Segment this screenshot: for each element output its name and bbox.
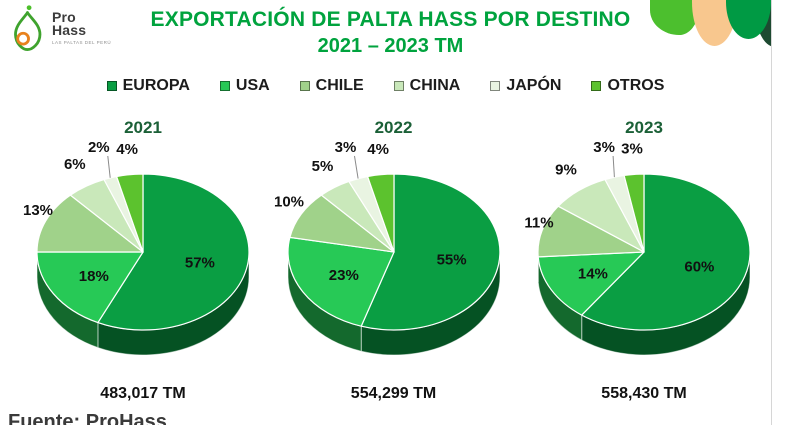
pie-percentage-label: 14% — [578, 266, 608, 283]
pie-percentage-label: 4% — [116, 141, 138, 158]
total-2022: 554,299 TM — [350, 385, 437, 402]
legend-swatch-usa — [219, 81, 230, 91]
page-title: EXPORTACIÓN DE PALTA HASS POR DESTINO 20… — [125, 8, 656, 58]
slide: Pro Hass LAS PALTAS DEL PERÚ EXPORTACIÓN… — [0, 0, 772, 425]
legend-label-usa: USA — [235, 77, 270, 94]
pie-slice — [537, 251, 645, 316]
pie-percentage-label: 10% — [273, 193, 303, 210]
pie-slice — [36, 194, 144, 253]
pie-percentage-label: 18% — [79, 268, 109, 285]
pie-charts-row: 2021 57% 18% 13% 6% 2% 4% 483,017 TM 2022 55%… — [20, 118, 767, 403]
legend-swatch-japon — [490, 81, 501, 91]
pie-percentage-label: 4% — [367, 141, 389, 158]
legend-label-chile: CHILE — [315, 77, 364, 94]
legend-item-china: CHINA — [393, 77, 461, 95]
legend-swatch-europa — [106, 81, 117, 91]
brand-text: Pro Hass LAS PALTAS DEL PERÚ — [52, 9, 112, 45]
pie-percentage-label: 3% — [334, 140, 356, 156]
avocado-leaf-dot — [26, 5, 32, 11]
pie-percentage-label: 57% — [185, 254, 215, 271]
legend-swatch-otros — [591, 81, 602, 91]
legend-item-japon: JAPÓN — [490, 77, 561, 95]
label-leader-line — [107, 155, 111, 178]
pie-slice — [36, 251, 144, 324]
pie-2021: 57% 18% 13% 6%2% 4% — [23, 139, 250, 356]
brand-line-2: Hass — [52, 22, 87, 38]
pie-percentage-label: 9% — [555, 162, 577, 179]
avocado-pit — [16, 31, 30, 46]
total-2021: 483,017 TM — [100, 385, 186, 402]
pie-percentage-label: 2% — [88, 140, 110, 156]
pie-chart-2023: 2023 60% 14% 11% 9% 3% 3% 558,430 TM — [521, 118, 767, 403]
label-leader-line — [612, 155, 615, 178]
pie-percentage-label: 13% — [23, 202, 53, 219]
total-2023: 558,430 TM — [601, 385, 687, 402]
pie-slice — [360, 173, 500, 331]
pie-percentage-label: 11% — [524, 214, 553, 231]
pie-percentage-label: 55% — [436, 252, 466, 269]
year-label-2022: 2022 — [374, 118, 413, 137]
label-leader-line — [353, 155, 359, 179]
legend-swatch-chile — [299, 81, 310, 91]
avocado-icon — [14, 5, 42, 51]
pie-2022: 55% 23% 10% 5%3% 4% — [273, 139, 500, 356]
pie-slice — [286, 236, 395, 327]
year-label-2023: 2023 — [625, 118, 663, 137]
legend-item-europa: EUROPA — [106, 77, 190, 95]
pie-slice — [116, 173, 144, 253]
pie-slice — [623, 173, 645, 253]
pie-percentage-label: 23% — [328, 267, 358, 284]
legend-label-china: CHINA — [409, 77, 461, 94]
chart-legend: EUROPA USA CHILE CHINA JAPÓN OTROS — [0, 77, 771, 95]
legend-swatch-china — [393, 81, 404, 91]
legend-item-otros: OTROS — [591, 77, 664, 95]
avocado-outline — [14, 11, 42, 51]
pie-percentage-label: 3% — [621, 141, 643, 158]
pie-slice — [537, 205, 645, 258]
year-label-2021: 2021 — [124, 118, 162, 137]
pie-slice — [366, 173, 395, 253]
pie-chart-2021: 2021 57% 18% 13% 6% 2% 4% 483,017 TM — [20, 118, 266, 403]
brand-tagline: LAS PALTAS DEL PERÚ — [52, 40, 112, 45]
source-note: Fuente: ProHass — [8, 411, 167, 425]
legend-label-europa: EUROPA — [122, 77, 190, 94]
pie-percentage-label: 5% — [311, 158, 333, 175]
pie-percentage-label: 6% — [64, 156, 86, 173]
pie-2023: 60% 14% 11% 9% 3% 3% — [524, 139, 751, 356]
legend-item-usa: USA — [219, 77, 270, 95]
title-line-2: 2021 – 2023 TM — [317, 35, 464, 57]
decorative-blob-light-green — [650, 0, 698, 35]
pie-percentage-label: 60% — [684, 258, 714, 275]
title-line-1: EXPORTACIÓN DE PALTA HASS POR DESTINO — [150, 8, 631, 31]
pie-percentage-label: 3% — [593, 140, 615, 156]
prohass-logo: Pro Hass LAS PALTAS DEL PERÚ — [10, 5, 111, 55]
pie-chart-2022: 2022 55% 23% 10% 5% 3% 4% 554,299 TM — [271, 118, 517, 403]
legend-label-otros: OTROS — [607, 77, 665, 94]
pie-slice — [581, 173, 751, 331]
pie-slice — [97, 173, 250, 331]
legend-label-japon: JAPÓN — [506, 77, 562, 94]
legend-item-chile: CHILE — [299, 77, 364, 95]
brand-line-1: Pro — [52, 9, 76, 25]
